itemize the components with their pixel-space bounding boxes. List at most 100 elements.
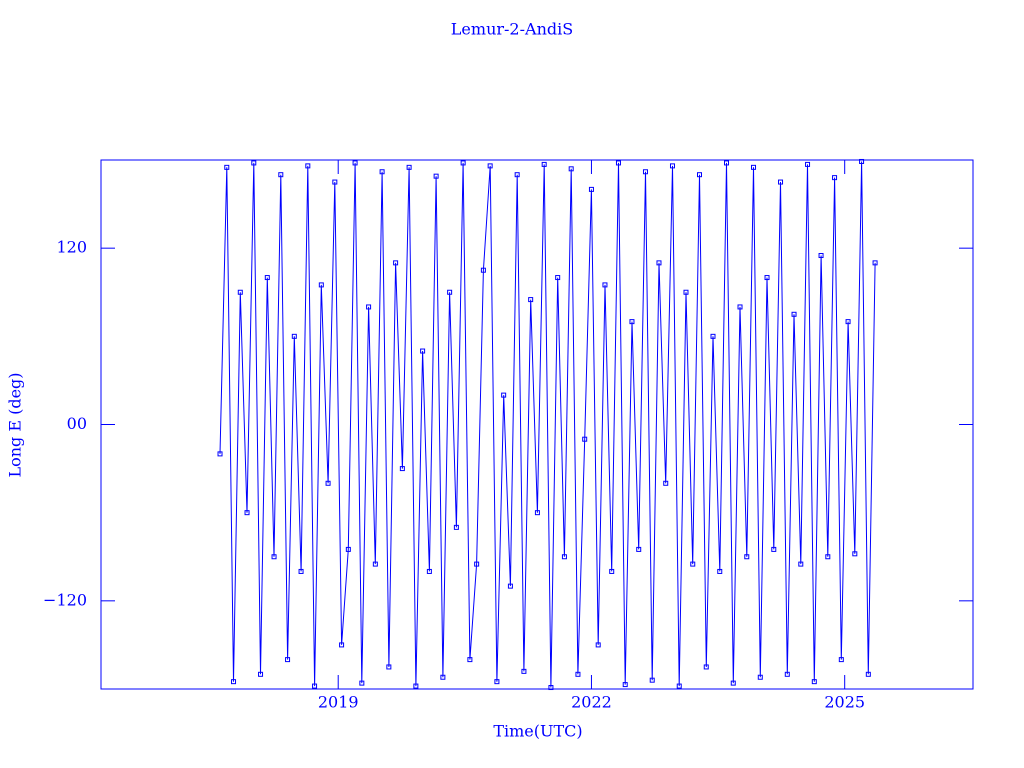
data-point [757, 674, 763, 680]
data-point [845, 319, 851, 325]
data-point [622, 682, 628, 688]
data-point [737, 304, 743, 310]
data-point [237, 289, 243, 295]
data-point [386, 664, 392, 670]
data-point [264, 275, 270, 281]
data-point [285, 657, 291, 663]
data-point [224, 164, 230, 170]
y-tick-label: 120 [56, 238, 87, 257]
data-point [366, 304, 372, 310]
data-point [325, 480, 331, 486]
y-tick-label: −120 [43, 590, 87, 609]
data-point [258, 671, 264, 677]
data-point [751, 164, 757, 170]
y-tick-label: 00 [67, 414, 87, 433]
data-point [379, 169, 385, 175]
data-point [778, 179, 784, 185]
data-point [278, 172, 284, 178]
data-point [332, 179, 338, 185]
data-point [838, 657, 844, 663]
data-point [724, 160, 730, 166]
x-axis-label: Time(UTC) [493, 722, 582, 741]
chart-title: Lemur-2-AndiS [451, 20, 573, 39]
data-point [744, 554, 750, 560]
data-point [703, 664, 709, 670]
x-tick-label: 2025 [824, 693, 865, 712]
data-point [453, 524, 459, 530]
data-point [609, 568, 615, 574]
data-point [291, 333, 297, 339]
data-point [696, 172, 702, 178]
data-point [582, 436, 588, 442]
data-point [825, 554, 831, 560]
data-point [231, 679, 237, 685]
data-point [615, 160, 621, 166]
data-point [784, 671, 790, 677]
data-point [339, 642, 345, 648]
data-point [487, 163, 493, 169]
data-point [588, 186, 594, 192]
data-point [534, 510, 540, 516]
data-point [494, 679, 500, 685]
data-point [480, 267, 486, 273]
data-point [568, 166, 574, 172]
data-point [771, 546, 777, 552]
data-point [642, 169, 648, 175]
data-point [649, 677, 655, 683]
data-point [359, 680, 365, 686]
data-point [318, 282, 324, 288]
data-point [426, 568, 432, 574]
data-point [217, 451, 223, 457]
y-axis-label: Long E (deg) [6, 372, 25, 477]
data-point [710, 333, 716, 339]
data-point [575, 671, 581, 677]
data-point [859, 158, 865, 164]
data-point [669, 163, 675, 169]
data-point [372, 561, 378, 567]
x-tick-label: 2022 [571, 693, 612, 712]
data-point [791, 311, 797, 317]
data-point [811, 679, 817, 685]
data-point [656, 260, 662, 266]
data-point [865, 671, 871, 677]
data-point [764, 275, 770, 281]
data-point [521, 668, 527, 674]
data-point [305, 163, 311, 169]
data-point [798, 561, 804, 567]
data-point [244, 510, 250, 516]
data-point [467, 657, 473, 663]
data-point [832, 175, 838, 181]
data-point [852, 551, 858, 557]
data-point [352, 160, 358, 166]
data-point [447, 289, 453, 295]
data-point [420, 348, 426, 354]
data-point [683, 289, 689, 295]
data-point [474, 561, 480, 567]
data-point [717, 568, 723, 574]
data-point [629, 319, 635, 325]
data-point [805, 161, 811, 167]
data-point [555, 275, 561, 281]
data-point [298, 568, 304, 574]
data-point [399, 466, 405, 472]
data-point [501, 392, 507, 398]
data-point [663, 480, 669, 486]
data-point [872, 260, 878, 266]
data-point [636, 546, 642, 552]
data-point [413, 683, 419, 689]
data-line [219, 161, 876, 688]
data-point [393, 260, 399, 266]
data-point [345, 546, 351, 552]
data-point [460, 160, 466, 166]
data-point [676, 683, 682, 689]
data-point [730, 680, 736, 686]
data-point [514, 172, 520, 178]
data-point [528, 297, 534, 303]
data-point [312, 683, 318, 689]
data-point [595, 642, 601, 648]
data-point [548, 685, 554, 691]
data-point [251, 160, 257, 166]
data-point [690, 561, 696, 567]
